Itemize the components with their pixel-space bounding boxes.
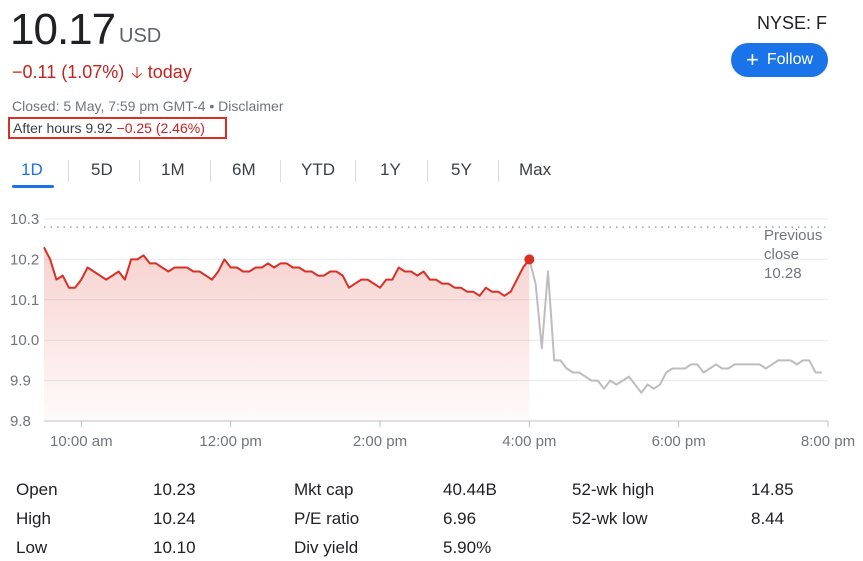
stat-label: 52-wk low bbox=[572, 509, 648, 528]
current-price: 10.17 bbox=[10, 5, 116, 54]
active-tab-indicator bbox=[12, 185, 54, 188]
stat-label: Low bbox=[16, 538, 48, 557]
tab-1d[interactable]: 1D bbox=[21, 160, 43, 179]
market-status-text: Closed: 5 May, 7:59 pm GMT-4 • Disclaime… bbox=[12, 98, 284, 114]
y-tick-label: 10.2 bbox=[10, 251, 39, 268]
previous-close-label: Previous bbox=[764, 227, 822, 244]
stat-label: High bbox=[16, 509, 51, 528]
stat-value: 10.23 bbox=[153, 480, 196, 499]
x-tick-label: 2:00 pm bbox=[353, 433, 407, 450]
stat-value: 10.10 bbox=[153, 538, 196, 557]
x-tick-label: 8:00 pm bbox=[801, 433, 855, 450]
stat-value: 8.44 bbox=[751, 509, 785, 528]
tab-divider bbox=[68, 160, 69, 182]
tab-6m[interactable]: 6M bbox=[232, 160, 256, 179]
tab-divider bbox=[498, 160, 499, 182]
tab-ytd[interactable]: YTD bbox=[301, 160, 335, 179]
tab-1y[interactable]: 1Y bbox=[380, 160, 401, 179]
stat-label: P/E ratio bbox=[294, 509, 360, 528]
price-change-value: −0.11 (1.07%) bbox=[12, 62, 125, 82]
stat-label: Open bbox=[16, 480, 58, 499]
price-change-period: today bbox=[147, 62, 192, 82]
arrow-down-icon: 🡣 bbox=[131, 65, 143, 82]
tab-divider bbox=[427, 160, 428, 182]
price-change: −0.11 (1.07%) 🡣 today bbox=[12, 62, 192, 89]
price-chart[interactable]: 9.8 9.9 10.0 10.1 10.2 10.3 10:00 am 12:00 pm 2:… bbox=[0, 200, 863, 455]
after-hours-box: After hours 9.92 −0.25 (2.46%) bbox=[8, 117, 227, 139]
y-tick-label: 10.3 bbox=[10, 211, 39, 228]
session-close-point bbox=[524, 254, 535, 265]
stat-value: 5.90% bbox=[443, 538, 492, 557]
tab-divider bbox=[355, 160, 356, 182]
follow-button[interactable]: + Follow bbox=[731, 43, 828, 77]
x-tick-label: 4:00 pm bbox=[502, 433, 556, 450]
y-tick-label: 9.9 bbox=[10, 373, 31, 390]
previous-close-label: close bbox=[764, 246, 799, 263]
exchange-ticker: NYSE: F bbox=[756, 13, 827, 33]
x-tick-label: 6:00 pm bbox=[652, 433, 706, 450]
y-tick-label: 10.1 bbox=[10, 292, 39, 309]
tab-max[interactable]: Max bbox=[519, 160, 552, 179]
stat-label: 52-wk high bbox=[572, 480, 655, 499]
regular-session-area bbox=[44, 247, 530, 421]
tab-5d[interactable]: 5D bbox=[91, 160, 113, 179]
stat-value: 6.96 bbox=[443, 509, 477, 528]
after-hours-change: −0.25 (2.46%) bbox=[116, 120, 205, 136]
currency-label: USD bbox=[119, 25, 162, 47]
tab-divider bbox=[210, 160, 211, 182]
range-tabs: 1D 5D 1M 6M YTD 1Y 5Y Max bbox=[0, 150, 863, 190]
tab-divider bbox=[280, 160, 281, 182]
after-hours-line bbox=[528, 259, 822, 394]
stat-label: Mkt cap bbox=[294, 480, 354, 499]
after-hours-price: After hours 9.92 bbox=[13, 120, 113, 136]
stat-value: 14.85 bbox=[751, 480, 794, 499]
stat-value: 40.44B bbox=[443, 480, 497, 499]
stat-value: 10.24 bbox=[153, 509, 196, 528]
follow-label: Follow bbox=[766, 51, 814, 68]
stat-label: Div yield bbox=[294, 538, 359, 557]
y-tick-label: 10.0 bbox=[10, 332, 39, 349]
x-tick-label: 10:00 am bbox=[50, 433, 113, 450]
x-tick-label: 12:00 pm bbox=[199, 433, 262, 450]
plus-icon: + bbox=[745, 47, 759, 72]
y-tick-label: 9.8 bbox=[10, 413, 31, 430]
regular-session-line bbox=[43, 246, 531, 297]
tab-5y[interactable]: 5Y bbox=[451, 160, 472, 179]
tab-divider bbox=[139, 160, 140, 182]
tab-1m[interactable]: 1M bbox=[161, 160, 185, 179]
previous-close-label: 10.28 bbox=[764, 265, 802, 282]
